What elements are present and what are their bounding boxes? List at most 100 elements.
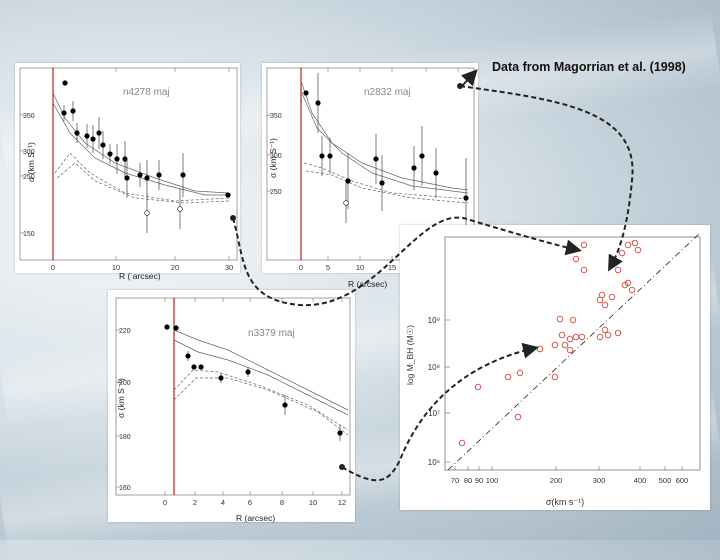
plot-n4278: 0 10 20 30 350 300 250 150 n4278 maj (19, 67, 238, 272)
scatter-point (569, 316, 577, 324)
plot-frame (115, 297, 351, 496)
model-curve (303, 162, 469, 200)
data-point (419, 153, 425, 159)
scatter-point (598, 291, 606, 299)
data-point (107, 151, 113, 157)
data-point (198, 364, 204, 370)
scatter-point (614, 329, 622, 337)
scatter-point (556, 315, 564, 323)
scatter-point (566, 346, 574, 354)
scatter-frame (444, 236, 701, 471)
y-tick-label: 300 (23, 149, 35, 156)
data-point (245, 369, 251, 375)
data-point (373, 156, 379, 162)
scatter-point (458, 439, 466, 447)
scatter-plot: 10⁹ 10⁸ 10⁷ 10⁶ 70 80 90 100 200 300 400 500 600 log … (405, 232, 701, 507)
data-source-title: Data from Magorrian et al. (1998) (492, 60, 686, 74)
data-point (114, 156, 120, 162)
scatter-point (566, 335, 574, 343)
y-tick-label: 220 (119, 328, 131, 335)
model-curve (305, 170, 469, 204)
arrow-anchor-dot (457, 83, 463, 89)
scatter-point (578, 333, 586, 341)
model-curve (173, 369, 349, 431)
xlabel-n4278: R ( arcsec) (119, 271, 161, 281)
y-tick-label: 350 (270, 113, 282, 120)
data-point (185, 353, 191, 359)
data-point (225, 192, 231, 198)
scatter-point (601, 301, 609, 309)
data-point (144, 210, 150, 216)
scatter-point (631, 239, 639, 247)
y-tick-label: 180 (119, 434, 131, 441)
data-point (156, 172, 162, 178)
data-point (191, 364, 197, 370)
x-tick-label: 8 (280, 498, 284, 507)
data-point (70, 108, 76, 114)
scatter-point (561, 341, 569, 349)
data-point (337, 430, 343, 436)
x-tick-label: 0 (299, 263, 303, 272)
scatter-x-tick-label: 100 (486, 476, 499, 485)
x-tick-label: 15 (388, 263, 396, 272)
model-curve (54, 152, 230, 202)
data-point (327, 153, 333, 159)
scatter-x-tick-label: 300 (593, 476, 606, 485)
data-point (144, 175, 150, 181)
scatter-point (504, 373, 512, 381)
model-curve (173, 329, 349, 411)
scatter-point (558, 331, 566, 339)
scatter-y-tick-label: 10⁸ (428, 363, 440, 372)
data-point (303, 90, 309, 96)
data-point (315, 100, 321, 106)
y-tick-label: 350 (23, 113, 35, 120)
xlabel-n2832: R (arcsec) (348, 279, 388, 289)
scatter-point (608, 293, 616, 301)
model-curve (300, 90, 469, 194)
scatter-point (604, 331, 612, 339)
scatter-x-tick-label: 90 (475, 476, 483, 485)
data-point (90, 136, 96, 142)
data-point (463, 195, 469, 201)
data-point (379, 180, 385, 186)
data-point (411, 165, 417, 171)
data-point (74, 130, 80, 136)
x-tick-label: 12 (338, 498, 346, 507)
arrow-anchor-dot (230, 215, 236, 221)
arrow-anchor-dot (339, 464, 345, 470)
plot-n2832: 0510152025350300250n2832 maj (266, 67, 475, 272)
scatter-point (551, 341, 559, 349)
scatter-xlabel: σ(km s⁻¹) (546, 497, 584, 507)
y-tick-label: 250 (23, 174, 35, 181)
scatter-x-tick-label: 80 (464, 476, 472, 485)
xlabel-n3379: R (arcsec) (236, 513, 276, 523)
scatter-y-tick-label: 10⁹ (428, 316, 440, 325)
x-tick-label: 10 (309, 498, 317, 507)
data-point (84, 133, 90, 139)
scatter-x-tick-label: 600 (676, 476, 689, 485)
scatter-point (474, 383, 482, 391)
y-tick-label: 200 (119, 380, 131, 387)
scatter-x-tick-label: 70 (451, 476, 459, 485)
x-tick-label: 0 (163, 498, 167, 507)
scatter-point (628, 286, 636, 294)
arrow-from-n3379 (341, 342, 539, 482)
scatter-point (601, 326, 609, 334)
scatter-x-tick-label: 500 (659, 476, 672, 485)
plot-frame (266, 67, 475, 261)
panel-label: n4278 maj (123, 87, 170, 98)
arrow-to-title (459, 85, 634, 272)
x-tick-label: 4 (221, 498, 225, 507)
scatter-x-tick-label: 400 (634, 476, 647, 485)
x-tick-label: 2 (193, 498, 197, 507)
scatter-point (551, 373, 559, 381)
data-point (343, 200, 349, 206)
x-tick-label: 10 (112, 263, 120, 272)
scatter-y-tick-label: 10⁶ (428, 458, 440, 467)
y-tick-label: 160 (119, 485, 131, 492)
data-point (100, 142, 106, 148)
data-point (96, 130, 102, 136)
data-point (433, 170, 439, 176)
data-point (180, 172, 186, 178)
scatter-point (516, 369, 524, 377)
